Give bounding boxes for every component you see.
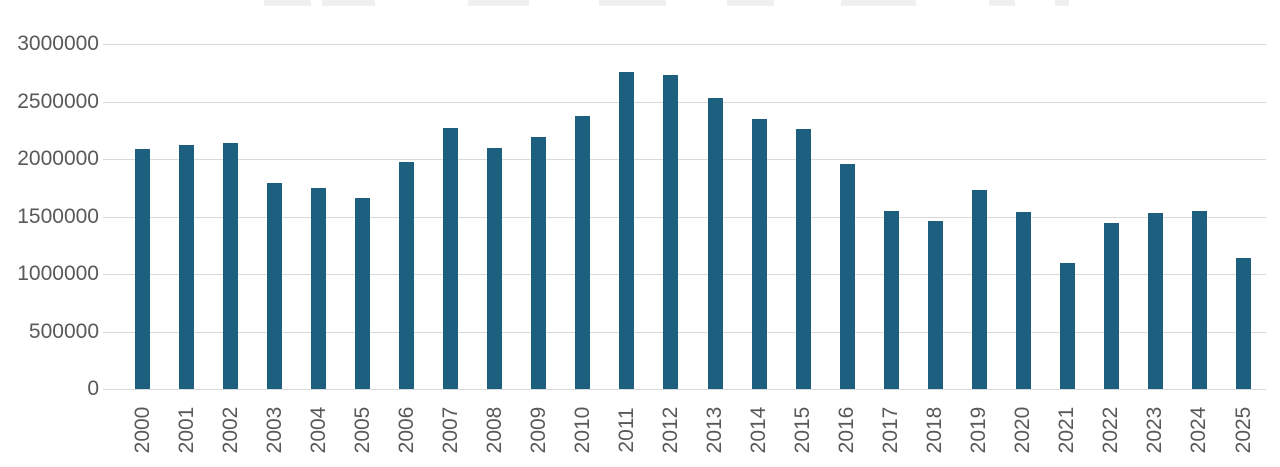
bar-2019 — [972, 190, 987, 389]
bar-2020 — [1016, 212, 1031, 389]
gridline-2500000 — [112, 101, 1266, 103]
y-tick-3000000 — [103, 44, 112, 45]
x-axis-label-2022: 2022 — [1099, 406, 1122, 454]
bar-2003 — [267, 183, 282, 389]
y-tick-1000000 — [103, 274, 112, 275]
x-axis-label-2024: 2024 — [1187, 406, 1210, 454]
bar-2015 — [796, 129, 811, 389]
x-axis-label-2007: 2007 — [439, 406, 462, 454]
bar-2023 — [1148, 213, 1163, 389]
x-axis-label-2002: 2002 — [219, 406, 242, 454]
bar-2000 — [135, 149, 150, 389]
x-axis-label-2008: 2008 — [483, 406, 506, 454]
gridline-500000 — [112, 331, 1266, 333]
y-tick-1500000 — [103, 216, 112, 218]
x-axis-label-2018: 2018 — [923, 406, 946, 454]
plot-area — [112, 44, 1266, 390]
bar-2017 — [884, 211, 899, 389]
bar-2018 — [928, 221, 943, 389]
y-tick-500000 — [103, 331, 112, 333]
bar-2012 — [663, 75, 678, 389]
y-tick-0 — [103, 389, 112, 390]
x-axis-label-2004: 2004 — [307, 406, 330, 454]
bar-2002 — [223, 143, 238, 389]
y-tick-2000000 — [103, 159, 112, 160]
gridline-1000000 — [112, 274, 1266, 275]
bar-2016 — [840, 164, 855, 389]
gridline-1500000 — [112, 216, 1266, 218]
y-axis-tick-label: 1500000 — [17, 204, 99, 228]
gridline-3000000 — [112, 44, 1266, 45]
bar-2006 — [399, 162, 414, 389]
bar-2004 — [311, 188, 326, 389]
x-axis-label-2014: 2014 — [747, 406, 770, 454]
x-axis-label-2003: 2003 — [263, 406, 286, 454]
x-axis-label-2016: 2016 — [835, 406, 858, 454]
x-axis-label-2017: 2017 — [879, 406, 902, 454]
bar-2022 — [1104, 223, 1119, 389]
bar-2013 — [708, 98, 723, 389]
bar-2009 — [531, 137, 546, 389]
gridline-2000000 — [112, 159, 1266, 160]
x-axis-label-2019: 2019 — [967, 406, 990, 454]
bar-2025 — [1236, 258, 1251, 389]
y-axis-tick-label: 3000000 — [17, 32, 99, 55]
x-axis-label-2012: 2012 — [659, 406, 682, 454]
x-axis-label-2010: 2010 — [571, 406, 594, 454]
bar-2021 — [1060, 263, 1075, 389]
bar-2005 — [355, 198, 370, 389]
y-axis-tick-label: 500000 — [28, 319, 99, 343]
gridline-0 — [112, 389, 1266, 390]
x-axis-label-2009: 2009 — [527, 406, 550, 454]
x-axis-label-2020: 2020 — [1011, 406, 1034, 454]
y-axis-tick-label: 0 — [87, 377, 99, 400]
x-axis-label-2013: 2013 — [703, 406, 726, 454]
x-axis-label-2011: 2011 — [615, 407, 638, 453]
x-axis-label-2006: 2006 — [395, 406, 418, 454]
y-axis-tick-label: 2500000 — [17, 89, 99, 113]
bar-2001 — [179, 145, 194, 389]
x-axis-label-2015: 2015 — [791, 406, 814, 454]
bar-2008 — [487, 148, 502, 389]
x-axis-label-2000: 2000 — [131, 406, 154, 454]
x-axis-label-2001: 2001 — [175, 406, 198, 454]
bar-2024 — [1192, 211, 1207, 389]
x-axis-label-2005: 2005 — [351, 406, 374, 454]
bar-2010 — [575, 116, 590, 389]
bar-2011 — [619, 72, 634, 389]
x-axis-label-2025: 2025 — [1232, 406, 1255, 454]
y-axis-tick-label: 2000000 — [17, 147, 99, 170]
y-tick-2500000 — [103, 101, 112, 103]
y-axis-tick-label: 1000000 — [17, 262, 99, 285]
bar-2007 — [443, 128, 458, 389]
x-axis-label-2023: 2023 — [1143, 406, 1166, 454]
x-axis-label-2021: 2021 — [1055, 406, 1078, 454]
bar-2014 — [752, 119, 767, 389]
